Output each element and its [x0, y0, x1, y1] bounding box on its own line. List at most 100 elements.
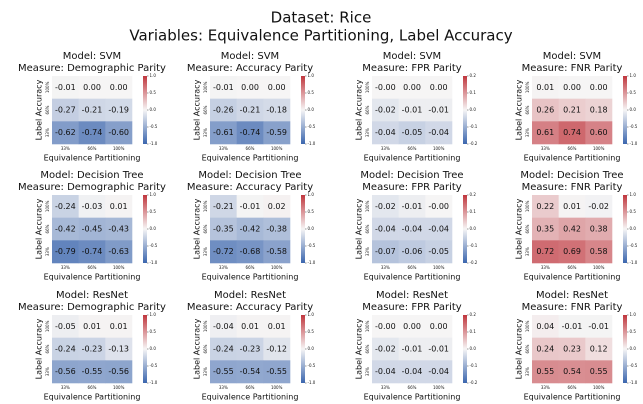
- cell-label: 0.00: [563, 83, 581, 92]
- colorbar-tick-label: 0.5: [630, 90, 637, 95]
- heatmap-cell: [372, 337, 399, 361]
- x-tick-label: 100%: [593, 265, 605, 270]
- subplot-title: Model: SVM: [543, 51, 601, 62]
- heatmap-cell: [236, 195, 264, 218]
- colorbar: [301, 315, 305, 383]
- colorbar-tick-label: -0.5: [308, 124, 316, 129]
- colorbar-tick-label: 1.0: [150, 192, 157, 197]
- heatmap-cell: [236, 76, 264, 99]
- y-tick-label: 66%: [203, 224, 208, 233]
- subplot-title: Model: Decision Tree: [40, 170, 143, 181]
- cell-label: -0.01: [240, 202, 261, 211]
- colorbar-tick-label: -1.0: [630, 260, 638, 265]
- heatmap-cell: [78, 121, 106, 145]
- colorbar-tick-label: 0.0: [630, 346, 637, 351]
- y-axis-label: Label Accuracy: [35, 198, 44, 259]
- y-tick-label: 33%: [365, 367, 370, 376]
- x-tick-label: 33%: [541, 146, 550, 151]
- cell-label: 0.21: [563, 106, 581, 115]
- cell-label: -0.54: [240, 367, 261, 376]
- heatmap-cell: [372, 76, 399, 99]
- colorbar-tick-label: 0.0: [470, 346, 477, 351]
- subplot-title: Model: Decision Tree: [198, 170, 301, 181]
- colorbar-tick-label: -0.5: [308, 243, 316, 248]
- heatmap-cell: [105, 217, 133, 241]
- y-axis-label: Label Accuracy: [355, 318, 364, 379]
- heatmap-cell: [263, 217, 291, 241]
- heatmap-cell: [236, 315, 264, 338]
- y-axis-label: Label Accuracy: [355, 79, 364, 140]
- y-tick-label: 100%: [45, 81, 50, 93]
- subplot-subtitle: Measure: FPR Parity: [362, 182, 461, 193]
- y-tick-label: 33%: [203, 367, 208, 376]
- x-axis-label: Equivalence Partitioning: [44, 393, 141, 402]
- y-tick-label: 100%: [203, 320, 208, 332]
- cell-label: -0.45: [82, 225, 103, 234]
- heatmap-cell: [105, 240, 133, 264]
- subplot-subtitle: Measure: Accuracy Parity: [187, 182, 313, 193]
- cell-label: 0.55: [536, 367, 554, 376]
- heatmap-cell: [236, 360, 264, 384]
- heatmap-cell: [558, 76, 586, 99]
- heatmap-cell: [210, 337, 237, 361]
- colorbar-tick-label: 0.1: [470, 90, 477, 95]
- y-tick-label: 66%: [365, 344, 370, 353]
- heatmap-cell: [585, 315, 613, 338]
- x-tick-label: 66%: [408, 146, 417, 151]
- heatmap-cell: [263, 76, 291, 99]
- x-tick-label: 66%: [408, 265, 417, 270]
- colorbar-tick-label: -1.0: [630, 141, 638, 146]
- heatmap-cell: [585, 240, 613, 264]
- cell-label: -0.04: [428, 128, 449, 137]
- cell-label: -0.01: [428, 106, 449, 115]
- heatmap-cell: [585, 98, 613, 122]
- x-tick-label: 33%: [381, 146, 390, 151]
- y-tick-label: 33%: [525, 128, 530, 137]
- heatmap-cell: [236, 337, 264, 361]
- x-tick-label: 100%: [433, 265, 445, 270]
- y-tick-label: 66%: [525, 344, 530, 353]
- y-tick-label: 100%: [525, 320, 530, 332]
- subplot-title: Model: SVM: [63, 51, 121, 62]
- y-axis-label: Label Accuracy: [193, 79, 202, 140]
- y-tick-label: 33%: [45, 367, 50, 376]
- heatmap-cell: [236, 121, 264, 145]
- colorbar-tick-label: 0.5: [308, 90, 315, 95]
- cell-label: 0.26: [536, 106, 554, 115]
- subplot-subtitle: Measure: FNR Parity: [522, 182, 623, 193]
- cell-label: -0.05: [428, 247, 449, 256]
- colorbar-tick-label: -1.0: [308, 260, 316, 265]
- cell-label: -0.24: [55, 345, 76, 354]
- colorbar-tick-label: 1.0: [630, 73, 637, 78]
- heatmap-cell: [236, 217, 264, 241]
- y-axis-label: Label Accuracy: [515, 79, 524, 140]
- colorbar: [143, 315, 147, 383]
- colorbar: [463, 315, 467, 383]
- cell-label: -0.26: [213, 106, 234, 115]
- colorbar-tick-label: 0.0: [470, 226, 477, 231]
- heatmap-cell: [585, 217, 613, 241]
- cell-label: 0.18: [590, 106, 608, 115]
- cell-label: 0.60: [590, 128, 608, 137]
- x-tick-label: 66%: [88, 385, 97, 390]
- heatmap-cell: [105, 315, 133, 338]
- cell-label: -0.01: [402, 345, 423, 354]
- y-tick-label: 66%: [525, 224, 530, 233]
- colorbar-tick-label: 0.2: [470, 192, 477, 197]
- x-tick-label: 33%: [61, 265, 70, 270]
- heatmap-cell: [425, 217, 453, 241]
- heatmap-cell: [532, 98, 559, 122]
- x-tick-label: 33%: [381, 385, 390, 390]
- subplot-title: Model: ResNet: [214, 290, 286, 301]
- x-tick-label: 100%: [271, 265, 283, 270]
- heatmap-cell: [78, 195, 106, 218]
- x-tick-label: 66%: [246, 385, 255, 390]
- cell-label: -0.74: [82, 128, 103, 137]
- colorbar-tick-label: -1.0: [308, 380, 316, 385]
- cell-label: -0.74: [82, 247, 103, 256]
- figure-title: Dataset: Rice: [271, 9, 372, 27]
- cell-label: -0.00: [428, 202, 449, 211]
- colorbar-tick-label: 0.0: [308, 346, 315, 351]
- y-tick-label: 66%: [365, 105, 370, 114]
- cell-label: -0.42: [240, 225, 261, 234]
